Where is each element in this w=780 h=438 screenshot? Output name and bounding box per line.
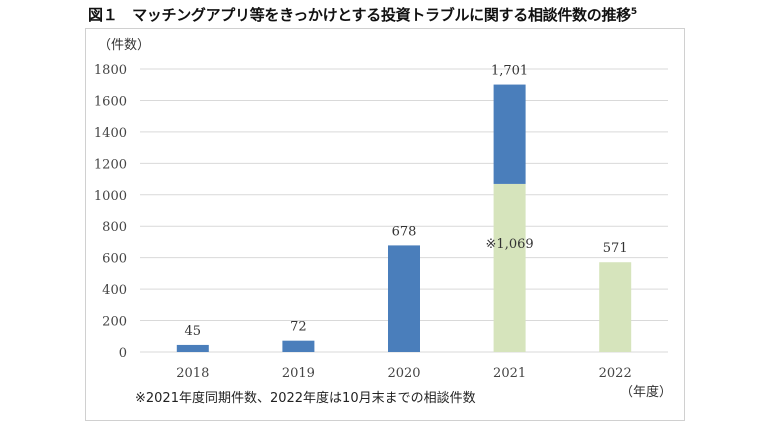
title-text: 図１ マッチングアプリ等をきっかけとする投資トラブルに関する相談件数の推移 [88, 6, 631, 24]
x-tick-label: 2021 [493, 366, 526, 381]
bar-2019 [282, 340, 315, 352]
annotation-label: ※1,069 [486, 237, 534, 252]
figure-title: 図１ マッチングアプリ等をきっかけとする投資トラブルに関する相談件数の推移5 [88, 4, 637, 25]
y-tick-label: 1000 [94, 189, 127, 204]
y-tick-label: 1400 [94, 126, 127, 141]
y-tick-label: 400 [102, 283, 127, 298]
x-tick-label: 2018 [176, 366, 209, 381]
x-tick-label: 2020 [387, 366, 420, 381]
data-label: 571 [603, 241, 628, 256]
bar-2018 [176, 344, 209, 352]
chart-frame [85, 28, 685, 421]
title-footnote-ref: 5 [630, 7, 637, 17]
y-tick-label: 600 [102, 252, 127, 267]
y-tick-label: 200 [102, 315, 127, 330]
y-tick-label: 1200 [94, 157, 127, 172]
data-label: 72 [290, 320, 307, 335]
y-tick-label: 0 [119, 346, 127, 361]
bar-2021 [493, 183, 526, 352]
footnote: ※2021年度同期件数、2022年度は10月末までの相談件数 [135, 390, 476, 406]
y-tick-label: 1600 [94, 94, 127, 109]
y-tick-label: 1800 [94, 63, 127, 78]
x-tick-label: 2022 [599, 366, 632, 381]
bar-2020 [388, 245, 420, 352]
x-axis-label: （年度） [620, 384, 672, 400]
y-axis-label: （件数） [98, 38, 150, 53]
x-tick-label: 2019 [282, 366, 315, 381]
bar-2021 [493, 84, 526, 184]
data-label: 678 [392, 224, 417, 239]
data-label: 1,701 [491, 64, 528, 79]
data-label: 45 [185, 324, 202, 339]
bar-2022 [599, 262, 632, 352]
y-tick-label: 800 [102, 220, 127, 235]
